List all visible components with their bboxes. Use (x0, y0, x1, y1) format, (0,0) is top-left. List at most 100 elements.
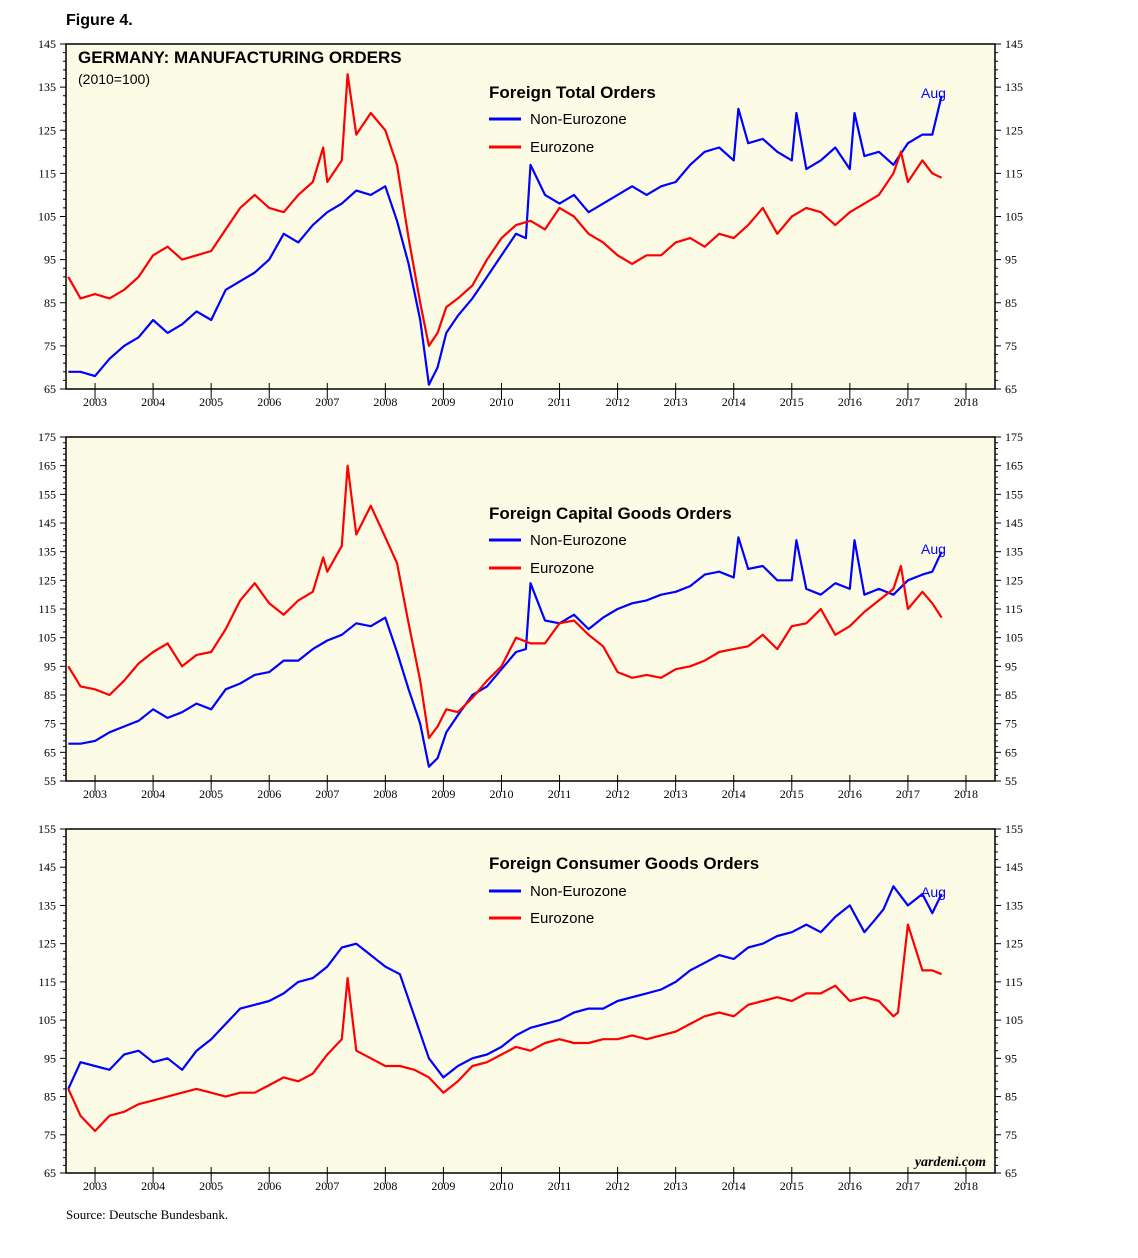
x-tick-label: 2006 (257, 1179, 281, 1193)
x-tick-label: 2014 (722, 1179, 746, 1193)
x-tick-label: 2010 (489, 395, 513, 409)
y-tick-label-right: 95 (1005, 253, 1017, 267)
y-tick-label-right: 105 (1005, 210, 1023, 224)
y-tick-label-right: 145 (1005, 37, 1023, 51)
y-tick-label-right: 95 (1005, 1051, 1017, 1065)
y-tick-label-right: 125 (1005, 937, 1023, 951)
chart-title: Foreign Capital Goods Orders (489, 504, 732, 523)
x-tick-label: 2014 (722, 395, 746, 409)
y-tick-label-right: 115 (1005, 602, 1023, 616)
series-line-non-eurozone (68, 95, 943, 386)
series-lines (67, 885, 943, 1133)
y-tick-label-right: 75 (1005, 339, 1017, 353)
y-tick-label-right: 145 (1005, 516, 1023, 530)
x-tick-label: 2007 (315, 395, 339, 409)
x-tick-label: 2017 (896, 787, 920, 801)
y-tick-label-left: 95 (44, 253, 56, 267)
y-tick-label-left: 105 (38, 1013, 56, 1027)
x-tick-label: 2012 (606, 787, 630, 801)
x-tick-label: 2004 (141, 787, 165, 801)
chart-panel-capital: Foreign Capital Goods Orders Non-Eurozon… (38, 430, 1023, 801)
y-tick-label-left: 85 (44, 688, 56, 702)
x-tick-label: 2007 (315, 787, 339, 801)
axis-ticks: 65 65 75 75 85 85 95 95 105 105 115 115 125 125 135 135… (38, 822, 1023, 1193)
y-tick-label-right: 85 (1005, 296, 1017, 310)
x-tick-label: 2011 (548, 1179, 572, 1193)
figure-subtitle: (2010=100) (78, 71, 150, 87)
y-tick-label-right: 155 (1005, 487, 1023, 501)
legend-label-non-eurozone: Non-Eurozone (530, 111, 627, 128)
y-tick-label-right: 155 (1005, 822, 1023, 836)
y-tick-label-right: 75 (1005, 1128, 1017, 1142)
x-tick-label: 2011 (548, 787, 572, 801)
y-tick-label-right: 125 (1005, 123, 1023, 137)
y-tick-label-left: 105 (38, 210, 56, 224)
series-line-eurozone (67, 464, 943, 740)
y-tick-label-left: 155 (38, 487, 56, 501)
y-tick-label-left: 105 (38, 631, 56, 645)
y-tick-label-left: 65 (44, 1166, 56, 1180)
y-tick-label-right: 165 (1005, 459, 1023, 473)
x-tick-label: 2010 (489, 1179, 513, 1193)
x-tick-label: 2009 (431, 395, 455, 409)
chart-title: Foreign Consumer Goods Orders (489, 854, 759, 873)
y-tick-label-right: 75 (1005, 717, 1017, 731)
y-tick-label-right: 85 (1005, 688, 1017, 702)
plot-area (65, 828, 996, 1174)
y-tick-label-left: 125 (38, 937, 56, 951)
y-tick-label-right: 85 (1005, 1090, 1017, 1104)
axis-ticks: 65 65 75 75 85 85 95 95 105 105 115 115 125 125 135 135… (38, 37, 1023, 409)
legend-label-eurozone: Eurozone (530, 560, 594, 577)
y-tick-label-left: 145 (38, 37, 56, 51)
x-tick-label: 2018 (954, 1179, 978, 1193)
y-tick-label-left: 95 (44, 1051, 56, 1065)
x-tick-label: 2004 (141, 395, 165, 409)
y-tick-label-left: 125 (38, 123, 56, 137)
x-tick-label: 2018 (954, 787, 978, 801)
x-tick-label: 2005 (199, 1179, 223, 1193)
x-tick-label: 2009 (431, 1179, 455, 1193)
y-tick-label-left: 55 (44, 774, 56, 788)
x-tick-label: 2015 (780, 1179, 804, 1193)
series-lines (67, 464, 943, 768)
series-line-eurozone (67, 73, 943, 347)
x-tick-label: 2013 (664, 395, 688, 409)
y-tick-label-right: 95 (1005, 659, 1017, 673)
y-tick-label-left: 155 (38, 822, 56, 836)
x-tick-label: 2015 (780, 787, 804, 801)
x-tick-label: 2015 (780, 395, 804, 409)
chart-panel-consumer: Foreign Consumer Goods Orders Non-Eurozo… (38, 822, 1023, 1193)
x-tick-label: 2008 (373, 395, 397, 409)
x-tick-label: 2011 (548, 395, 572, 409)
y-tick-label-right: 135 (1005, 898, 1023, 912)
x-tick-label: 2017 (896, 395, 920, 409)
y-tick-label-right: 145 (1005, 860, 1023, 874)
x-tick-label: 2016 (838, 1179, 862, 1193)
watermark: yardeni.com (913, 1155, 986, 1170)
x-tick-label: 2012 (606, 1179, 630, 1193)
y-tick-label-left: 115 (38, 975, 56, 989)
x-tick-label: 2017 (896, 1179, 920, 1193)
end-label-aug: Aug (921, 85, 946, 101)
y-tick-label-left: 85 (44, 296, 56, 310)
x-tick-label: 2004 (141, 1179, 165, 1193)
x-tick-label: 2009 (431, 787, 455, 801)
y-tick-label-left: 75 (44, 717, 56, 731)
x-tick-label: 2005 (199, 787, 223, 801)
y-tick-label-left: 135 (38, 545, 56, 559)
x-tick-label: 2003 (83, 395, 107, 409)
y-tick-label-right: 65 (1005, 1166, 1017, 1180)
legend-label-eurozone: Eurozone (530, 910, 594, 927)
end-label-aug: Aug (921, 541, 946, 557)
y-tick-label-right: 115 (1005, 166, 1023, 180)
y-tick-label-left: 75 (44, 339, 56, 353)
x-tick-label: 2003 (83, 787, 107, 801)
y-tick-label-right: 175 (1005, 430, 1023, 444)
x-tick-label: 2010 (489, 787, 513, 801)
y-tick-label-left: 165 (38, 459, 56, 473)
x-tick-label: 2006 (257, 787, 281, 801)
y-tick-label-right: 55 (1005, 774, 1017, 788)
legend-label-non-eurozone: Non-Eurozone (530, 532, 627, 549)
y-tick-label-left: 75 (44, 1128, 56, 1142)
